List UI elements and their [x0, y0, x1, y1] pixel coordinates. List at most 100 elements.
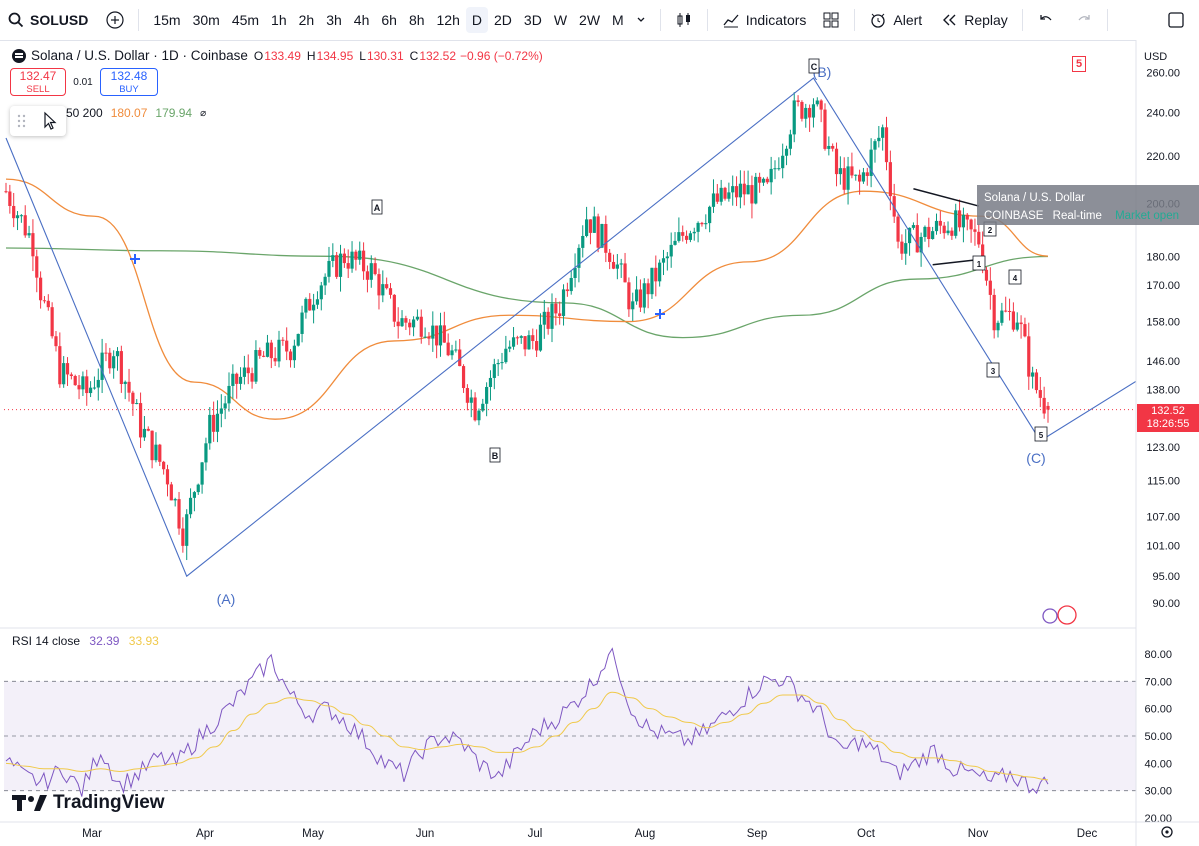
open-key: O [253, 48, 264, 63]
interval-2w[interactable]: 2W [579, 12, 601, 28]
replay-button[interactable]: Replay [934, 7, 1014, 33]
interval-8h[interactable]: 8h [408, 12, 425, 28]
candle [973, 218, 977, 246]
candle [488, 370, 493, 401]
candle [531, 328, 535, 350]
candle-body [188, 497, 193, 515]
candle-body [92, 387, 97, 389]
interval-1h[interactable]: 1h [271, 12, 287, 28]
candle-body [1019, 322, 1023, 325]
interval-dropdown[interactable] [630, 7, 652, 33]
candle [758, 172, 762, 193]
candle [273, 347, 277, 367]
interval-3h[interactable]: 3h [326, 12, 342, 28]
interval-6h[interactable]: 6h [381, 12, 397, 28]
candle [650, 267, 654, 299]
interval-12h[interactable]: 12h [436, 12, 460, 28]
chart-type-button[interactable] [669, 7, 699, 33]
candle [808, 104, 812, 132]
candle-body [1000, 310, 1004, 323]
candle [331, 243, 335, 268]
interval-d[interactable]: D [465, 7, 488, 33]
interval-45m[interactable]: 45m [231, 12, 260, 28]
layouts-button[interactable] [816, 7, 846, 33]
candle-body [331, 255, 335, 261]
elliott-wave-line [5, 77, 1191, 578]
candle-body [854, 174, 858, 176]
price-axis-bg [1136, 40, 1199, 846]
moving-averages [5, 178, 1049, 420]
hide-icon[interactable]: ⌀ [200, 107, 207, 119]
candle [369, 255, 373, 288]
candle-body [769, 168, 773, 183]
candle-body [273, 358, 277, 362]
undo-icon [1040, 15, 1052, 21]
interval-w[interactable]: W [553, 12, 568, 28]
drag-handle-icon[interactable] [14, 111, 30, 131]
num-1-box [972, 255, 986, 271]
candle-body [900, 241, 904, 254]
candle-body [262, 355, 266, 357]
indicators-icon [723, 14, 739, 28]
candle-body [119, 351, 123, 385]
candle-body [392, 294, 396, 322]
undo-button[interactable] [1031, 7, 1061, 33]
ma-legend[interactable]: 50 200 180.07 179.94 ⌀ [12, 106, 206, 120]
interval-4h[interactable]: 4h [353, 12, 370, 28]
candle-body [781, 155, 785, 169]
symbol-legend[interactable]: Solana / U.S. Dollar · 1D · Coinbase O 13… [12, 48, 543, 63]
candle-body [377, 274, 381, 296]
candle [523, 336, 527, 357]
interval-m[interactable]: M [612, 12, 624, 28]
redo-button[interactable] [1069, 7, 1099, 33]
candle-body [600, 223, 604, 248]
candle-body [127, 381, 131, 393]
candle [411, 316, 416, 337]
rsi-legend[interactable]: RSI 14 close 32.39 33.93 [12, 634, 159, 648]
letter-c-box [808, 58, 820, 74]
candle [365, 265, 370, 293]
candle [196, 483, 200, 495]
time-axis[interactable]: Mar Apr May Jun Jul Aug Sep Oct Nov Dec [0, 821, 1199, 840]
interval-2d[interactable]: 2D [494, 12, 512, 28]
symbol-search[interactable]: SOLUSD [8, 12, 88, 28]
candle-body [19, 215, 23, 217]
compare-button[interactable] [100, 7, 130, 33]
buy-button[interactable]: 132.48 BUY [100, 68, 158, 96]
candle-body [634, 289, 639, 302]
candle-body [385, 284, 389, 289]
notification-badge[interactable]: 5 [1072, 56, 1086, 72]
chart-canvas[interactable]: USD260.00240.00220.00200.00180.00170.001… [0, 40, 1199, 846]
candle-body [12, 205, 16, 219]
price-axis[interactable]: USD260.00240.00220.00200.00180.00170.001… [1135, 40, 1199, 846]
candle-body [235, 373, 239, 384]
alert-label: Alert [893, 12, 923, 28]
interval-30m[interactable]: 30m [192, 12, 220, 28]
candle [581, 225, 585, 258]
sell-button[interactable]: 132.47 SELL [10, 68, 66, 96]
candle-body [804, 107, 808, 119]
chevron-down-icon [637, 17, 645, 22]
candle [546, 307, 550, 335]
indicators-button[interactable]: Indicators [716, 7, 813, 33]
rsi-band-fill [4, 681, 1136, 791]
candle-body [611, 261, 616, 269]
candle [600, 223, 604, 249]
alert-button[interactable]: Alert [863, 7, 928, 33]
candle [431, 311, 435, 352]
candle [300, 305, 304, 343]
candle-body [177, 499, 181, 529]
candle-body [673, 240, 677, 245]
interval-3d[interactable]: 3D [523, 12, 542, 28]
interval-15m[interactable]: 15m [153, 12, 181, 28]
fullscreen-button[interactable] [1161, 7, 1191, 33]
candle [458, 338, 462, 367]
candle [723, 186, 727, 201]
cursor-arrow-icon[interactable] [40, 111, 60, 131]
candle-body [411, 319, 416, 328]
grid [0, 409, 1136, 629]
candle [227, 372, 231, 412]
floating-toolbar[interactable] [10, 106, 66, 136]
interval-2h[interactable]: 2h [298, 12, 315, 28]
tradingview-logo[interactable]: TradingView [12, 792, 165, 814]
